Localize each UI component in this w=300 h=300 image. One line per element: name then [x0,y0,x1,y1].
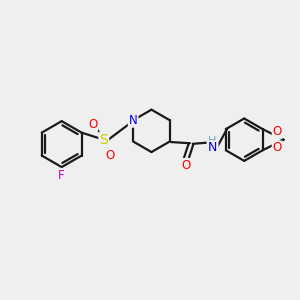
Text: O: O [181,159,190,172]
Text: F: F [58,169,64,182]
Text: N: N [208,141,218,154]
Text: N: N [129,114,137,127]
Text: O: O [273,125,282,138]
Text: H: H [208,136,216,146]
Text: O: O [106,148,115,161]
Text: S: S [99,133,108,147]
Text: O: O [273,141,282,154]
Text: O: O [88,118,97,131]
